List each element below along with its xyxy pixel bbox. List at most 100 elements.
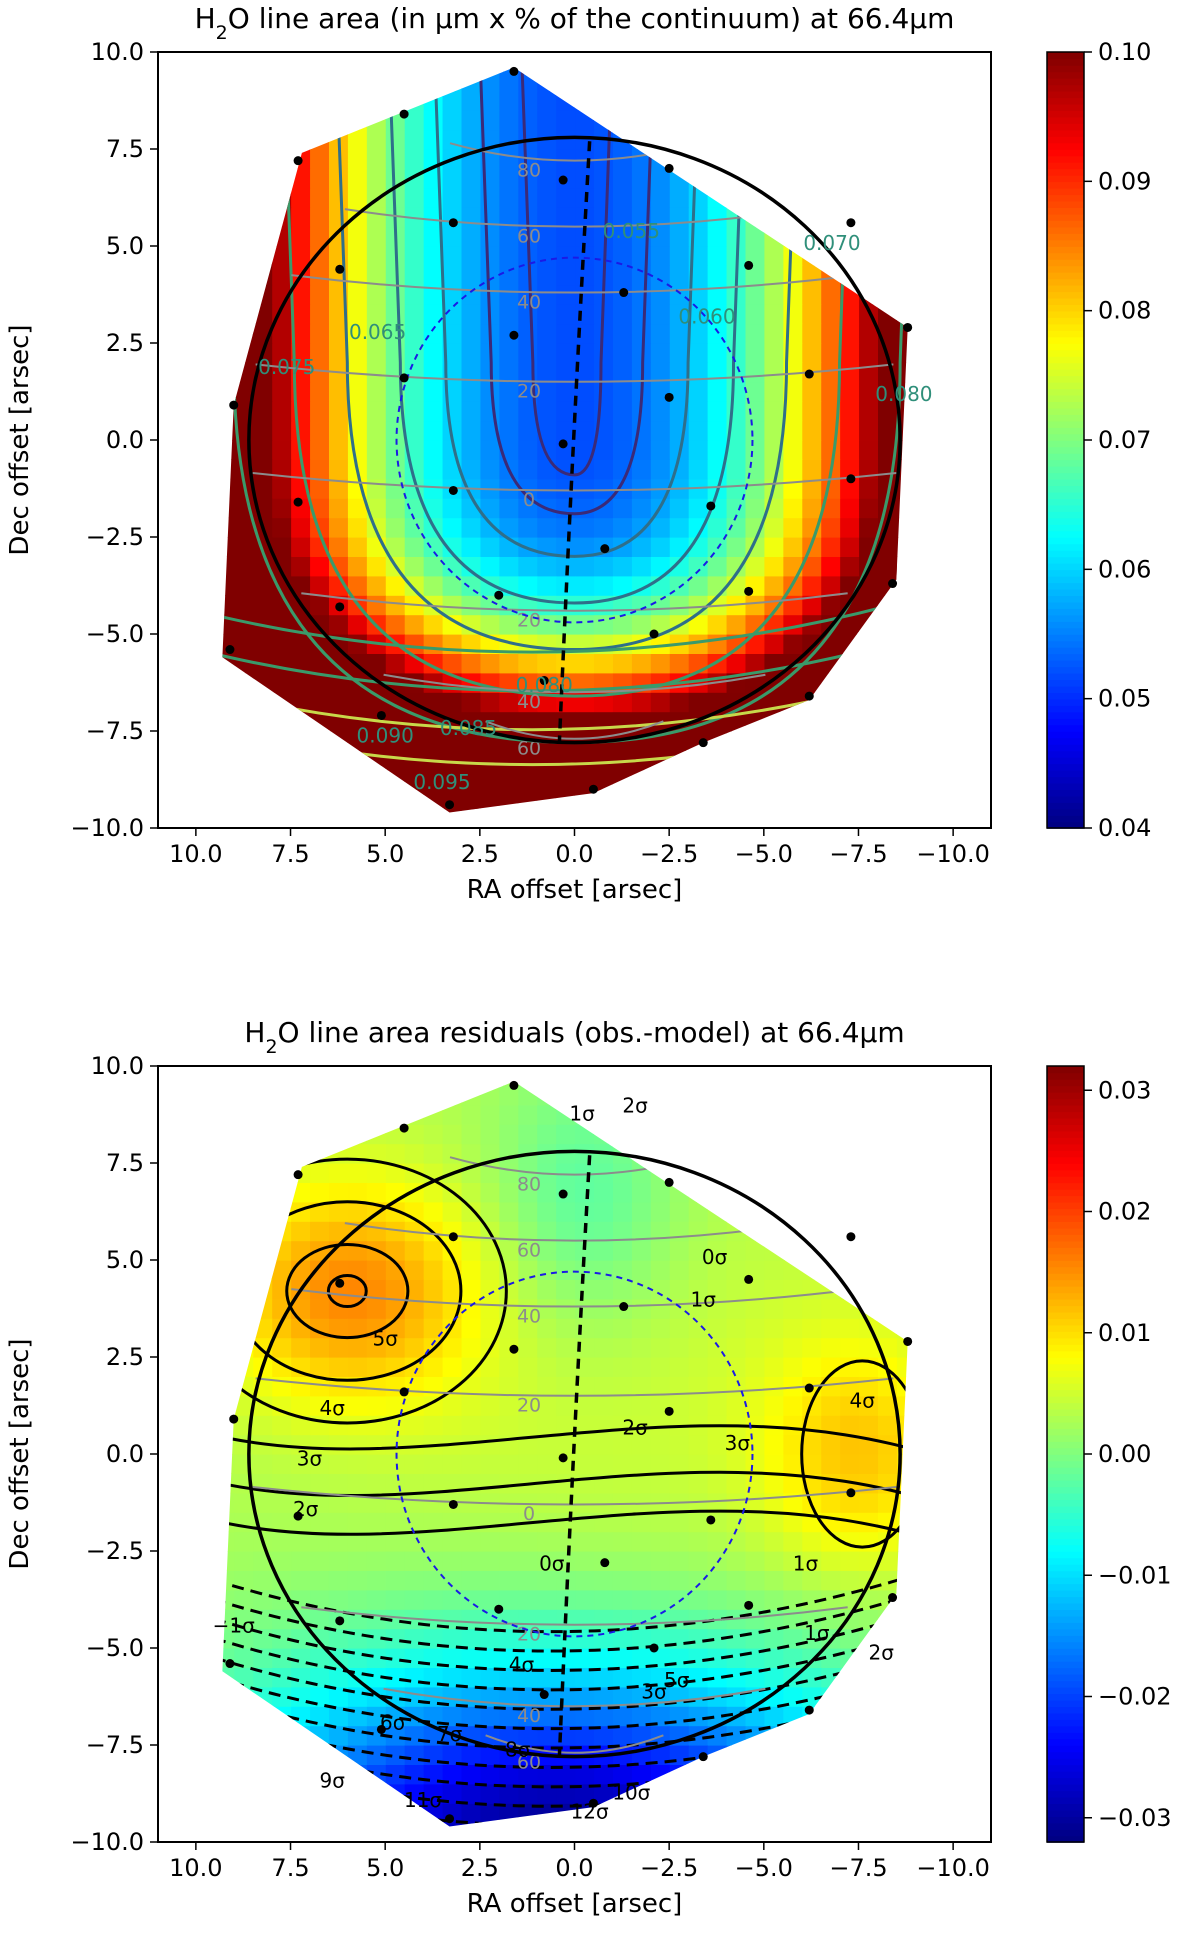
latitude-line (255, 363, 894, 383)
colorbar-segment (1047, 1156, 1084, 1164)
colorbar-segment (1047, 1486, 1084, 1494)
colorbar-segment (1047, 258, 1084, 267)
pointing-dot (664, 1406, 674, 1416)
latitude-label: 0 (523, 489, 535, 511)
colorbar-segment (1047, 52, 1084, 60)
colorbar-segment (1047, 161, 1084, 170)
colorbar-segment (1047, 1764, 1084, 1772)
y-tick-label: −2.5 (86, 1537, 144, 1565)
pointing-dot (804, 369, 814, 379)
colorbar-segment (1047, 394, 1084, 402)
colorbar-segment (1047, 1188, 1084, 1197)
colorbar-segment (1047, 1745, 1084, 1753)
colorbar-segment (1047, 1803, 1084, 1811)
colorbar-segment (1047, 1247, 1084, 1255)
planet-limb (247, 1149, 902, 1759)
pointing-dot (649, 629, 659, 639)
colorbar-segment (1047, 1816, 1084, 1824)
colorbar: 0.04 0.05 0.06 0.07 0.08 0.09 0.10 (1046, 38, 1151, 842)
colorbar-segment (1047, 679, 1084, 687)
colorbar-tick-label: 0.06 (1098, 555, 1151, 583)
colorbar-tick-label: 0.08 (1098, 297, 1151, 325)
colorbar-segment (1047, 414, 1084, 422)
pointing-dot (494, 590, 504, 600)
x-tick-label: −7.5 (829, 1854, 887, 1882)
colorbar-segment (1047, 1563, 1084, 1572)
pointing-dot (225, 1659, 235, 1669)
x-tick-label: −10.0 (916, 1854, 990, 1882)
colorbar-segment (1047, 1460, 1084, 1468)
colorbar-segment (1047, 103, 1084, 111)
pointing-dot (509, 66, 519, 76)
x-tick-label: −5.0 (735, 840, 793, 868)
colorbar-segment (1047, 110, 1084, 118)
colorbar-segment (1047, 187, 1084, 196)
colorbar-segment (1047, 1369, 1084, 1378)
contour-label: 9σ (319, 1769, 345, 1793)
colorbar-segment (1047, 1492, 1084, 1501)
colorbar-segment (1047, 123, 1084, 131)
colorbar-segment (1047, 595, 1084, 603)
colorbar-segment (1047, 284, 1084, 293)
colorbar-segment (1047, 1777, 1084, 1785)
pointing-dot (558, 175, 568, 185)
colorbar-segment (1047, 549, 1084, 558)
colorbar-segment (1047, 1719, 1084, 1727)
colorbar-segment (1047, 343, 1084, 351)
pointing-dot (335, 1616, 345, 1626)
colorbar-segment (1047, 705, 1084, 713)
colorbar-segment (1047, 1712, 1084, 1720)
pointing-dot (744, 1600, 754, 1610)
colorbar-segment (1047, 407, 1084, 415)
latitude-label: 20 (517, 1395, 541, 1417)
colorbar-segment (1047, 401, 1084, 409)
colorbar-segment (1047, 1382, 1084, 1391)
x-tick-label: 5.0 (366, 840, 404, 868)
colorbar-segment (1047, 498, 1084, 506)
contour-label: 12σ (571, 1800, 609, 1824)
x-tick-label: 7.5 (271, 840, 309, 868)
colorbar-segment (1047, 1227, 1084, 1235)
latitude-line (291, 1288, 858, 1308)
contour-label: 6σ (380, 1710, 406, 1734)
colorbar-segment (1047, 1208, 1084, 1216)
colorbar-segment (1047, 1583, 1084, 1591)
colorbar-segment (1047, 582, 1084, 590)
latitude-label: 40 (517, 691, 541, 713)
colorbar-tick-label: 0.02 (1098, 1198, 1151, 1226)
pointing-dot (744, 1274, 754, 1284)
colorbar-segment (1047, 149, 1084, 157)
y-tick-label: 2.5 (106, 329, 144, 357)
pointing-dot (399, 1123, 409, 1133)
colorbar-segment (1047, 737, 1084, 745)
colorbar-segment (1047, 1609, 1084, 1617)
colorbar-segment (1047, 97, 1084, 105)
colorbar-segment (1047, 1680, 1084, 1688)
colorbar-segment (1047, 1350, 1084, 1358)
contour-label: 0.090 (357, 724, 414, 748)
colorbar-segment (1047, 1835, 1084, 1843)
latitude-label: 60 (517, 1751, 541, 1773)
contour-line (222, 1580, 908, 1653)
colorbar-segment (1047, 1195, 1084, 1203)
central-meridian (557, 141, 592, 743)
contour-label: 0.080 (875, 382, 932, 406)
colorbar-segment (1047, 1214, 1084, 1222)
contour-label: 5σ (372, 1326, 398, 1350)
colorbar-segment (1047, 1557, 1084, 1565)
y-tick-label: −5.0 (86, 620, 144, 648)
latitude-line (255, 1377, 894, 1397)
pointing-dot (509, 1344, 519, 1354)
colorbar-segment (1047, 174, 1084, 183)
colorbar-segment (1047, 1182, 1084, 1190)
x-tick-label: 5.0 (366, 1854, 404, 1882)
contour-label: 0.065 (349, 320, 406, 344)
pointing-dot (600, 1558, 610, 1568)
colorbar-segment (1047, 491, 1084, 499)
colorbar-segment (1047, 181, 1084, 189)
x-tick-label: 7.5 (271, 1854, 309, 1882)
pointing-dot (494, 1604, 504, 1614)
y-tick-label: 2.5 (106, 1343, 144, 1371)
colorbar-segment (1047, 1641, 1084, 1649)
colorbar-segment (1047, 692, 1084, 700)
